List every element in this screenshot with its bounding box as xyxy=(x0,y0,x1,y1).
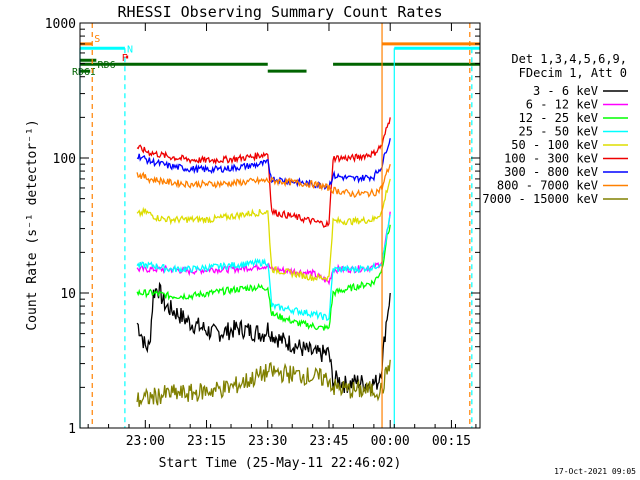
state-bars-layer: SNFRD6RD6I xyxy=(72,34,480,78)
y-axis-title: Count Rate (s⁻¹ detector⁻¹) xyxy=(25,119,40,330)
series-line-7 xyxy=(136,164,391,198)
series-line-6 xyxy=(136,138,391,191)
series-line-2 xyxy=(136,224,391,331)
plot-frame xyxy=(79,22,481,429)
legend-label-7: 800 - 7000 keV xyxy=(497,179,598,193)
x-tick-label-5: 00:15 xyxy=(432,434,471,449)
chart-title: RHESSI Observing Summary Count Rates xyxy=(117,3,442,21)
legend-label-4: 50 - 100 keV xyxy=(511,138,598,152)
y-tick-label-2: 100 xyxy=(53,152,76,167)
series-layer xyxy=(136,117,391,407)
x-tick-label-1: 23:15 xyxy=(187,434,226,449)
x-tick-label-0: 23:00 xyxy=(126,434,165,449)
x-tick-label-2: 23:30 xyxy=(248,434,287,449)
state-label-4: RD6I xyxy=(72,67,96,78)
series-line-8 xyxy=(136,359,391,407)
legend-label-1: 6 - 12 keV xyxy=(526,98,598,112)
legend-label-5: 100 - 300 keV xyxy=(504,152,598,166)
vlines-layer xyxy=(79,23,473,428)
legend-label-3: 25 - 50 keV xyxy=(519,125,598,139)
series-line-3 xyxy=(136,214,391,321)
legend-label-2: 12 - 25 keV xyxy=(519,111,598,125)
footer-timestamp: 17-Oct-2021 09:05 xyxy=(554,467,636,476)
legend-header-line1: Det 1,3,4,5,6,9, xyxy=(511,52,627,66)
legend-label-8: 7000 - 15000 keV xyxy=(482,192,598,206)
y-tick-label-0: 1 xyxy=(68,422,76,437)
series-line-4 xyxy=(136,178,391,283)
legend-label-0: 3 - 6 keV xyxy=(533,84,598,98)
x-tick-label-3: 23:45 xyxy=(309,434,348,449)
x-tick-label-4: 00:00 xyxy=(371,434,410,449)
series-line-5 xyxy=(136,117,391,229)
y-tick-label-1: 10 xyxy=(60,287,76,302)
x-axis-title: Start Time (25-May-11 22:46:02) xyxy=(159,456,402,471)
state-label-1: N xyxy=(127,44,133,55)
legend-label-6: 300 - 800 keV xyxy=(504,165,598,179)
state-label-3: RD6 xyxy=(98,60,116,71)
legend-header-line2: FDecim 1, Att 0 xyxy=(519,66,627,80)
axes-layer: 23:00 23:15 23:30 23:45 00:00 00:15 1 10 100 1000 xyxy=(45,17,480,449)
state-label-0: S xyxy=(94,34,100,45)
y-tick-label-3: 1000 xyxy=(45,17,76,32)
